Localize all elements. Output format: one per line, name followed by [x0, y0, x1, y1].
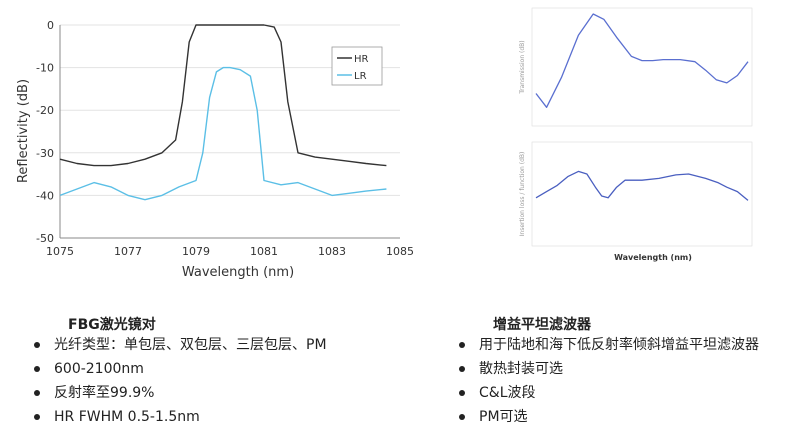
- list-item-text: 600-2100nm: [54, 361, 144, 377]
- fbg-feature-list: 光纤类型：单包层、双包层、三层包层、PM 600-2100nm 反射率至99.9…: [30, 333, 327, 429]
- legend-lr-label: LR: [354, 71, 367, 82]
- series-line: [535, 13, 749, 108]
- x-tick-label: 1085: [386, 245, 414, 258]
- chart-legend: HR LR: [331, 46, 383, 86]
- x-axis-label: Wavelength (nm): [182, 265, 294, 280]
- series-line: [535, 170, 749, 201]
- list-item: 光纤类型：单包层、双包层、三层包层、PM: [30, 333, 327, 357]
- insertion-x-label: Wavelength (nm): [614, 253, 692, 262]
- bullet-icon: [459, 366, 465, 372]
- bullet-icon: [459, 390, 465, 396]
- y-tick-label: -40: [36, 189, 54, 202]
- y-axis-label: Reflectivity (dB): [16, 79, 31, 183]
- list-item-text: C&L波段: [479, 385, 536, 401]
- x-tick-label: 1077: [114, 245, 142, 258]
- y-tick-label: -20: [36, 104, 54, 117]
- bullet-icon: [459, 342, 465, 348]
- list-item: PM可选: [455, 405, 759, 429]
- chart-axes: [59, 25, 400, 239]
- transmission-series: [535, 13, 749, 108]
- x-tick-label: 1079: [182, 245, 210, 258]
- list-item-text: PM可选: [479, 409, 528, 425]
- list-item: 600-2100nm: [30, 357, 327, 381]
- list-item: 反射率至99.9%: [30, 381, 327, 405]
- fbg-section-title: FBG激光镜对: [68, 317, 156, 333]
- x-tick-label: 1083: [318, 245, 346, 258]
- list-item-text: 光纤类型：单包层、双包层、三层包层、PM: [54, 337, 327, 353]
- list-item-text: HR FWHM 0.5-1.5nm: [54, 409, 200, 425]
- list-item-text: 散热封装可选: [479, 361, 563, 377]
- y-tick-label: -50: [36, 232, 54, 245]
- transmission-plot-frame: [531, 7, 753, 127]
- series-line-hr: [59, 24, 387, 167]
- list-item: HR FWHM 0.5-1.5nm: [30, 405, 327, 429]
- bullet-icon: [34, 366, 40, 372]
- insertion-plot-frame: [531, 141, 753, 247]
- list-item: 散热封装可选: [455, 357, 759, 381]
- insertion-y-label: Insertion loss / function (dB): [519, 152, 526, 237]
- legend-hr-label: HR: [354, 54, 369, 65]
- gff-feature-list: 用于陆地和海下低反射率倾斜增益平坦滤波器 散热封装可选 C&L波段 PM可选: [455, 333, 759, 429]
- list-item: C&L波段: [455, 381, 759, 405]
- x-tick-label: 1081: [250, 245, 278, 258]
- insertion-series: [535, 170, 749, 201]
- x-tick-label: 1075: [46, 245, 74, 258]
- series-line-lr: [59, 66, 387, 201]
- bullet-icon: [34, 414, 40, 420]
- chart-series: [59, 24, 387, 201]
- list-item-text: 用于陆地和海下低反射率倾斜增益平坦滤波器: [479, 337, 759, 353]
- bullet-icon: [459, 414, 465, 420]
- transmission-y-label: Transmission (dB): [519, 40, 526, 94]
- bullet-icon: [34, 342, 40, 348]
- y-tick-label: 0: [47, 19, 54, 32]
- transmission-chart: Transmission (dB) Insertion loss / funct…: [519, 7, 753, 262]
- list-item: 用于陆地和海下低反射率倾斜增益平坦滤波器: [455, 333, 759, 357]
- y-tick-label: -10: [36, 62, 54, 75]
- list-item-text: 反射率至99.9%: [54, 385, 155, 401]
- gff-section-title: 增益平坦滤波器: [493, 317, 591, 333]
- bullet-icon: [34, 390, 40, 396]
- y-tick-label: -30: [36, 147, 54, 160]
